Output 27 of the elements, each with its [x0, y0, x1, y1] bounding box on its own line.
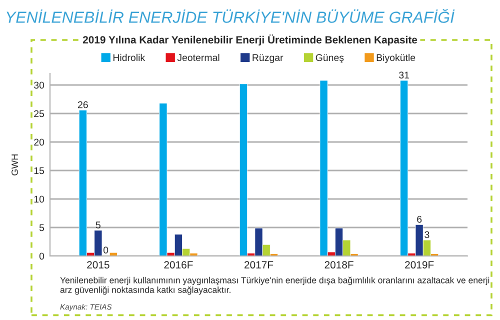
- y-tick-label: 15: [34, 167, 44, 174]
- y-axis-title: GWH: [12, 154, 18, 176]
- y-tick-label: 5: [39, 224, 44, 232]
- data-label: 31: [399, 72, 410, 79]
- data-label: 6: [417, 216, 422, 223]
- y-tick-label: 10: [34, 196, 44, 203]
- chart-subtitle: 2019 Yılına Kadar Yenilenebilir Enerji Üretiminde Beklenen Kapasite: [82, 34, 418, 46]
- data-label: 5: [96, 222, 100, 228]
- x-tick-label: 2016F: [164, 261, 193, 269]
- x-tick-label: 2015: [87, 261, 110, 269]
- data-label: 3: [424, 231, 430, 238]
- y-tick-label: 20: [34, 138, 44, 146]
- chart-title: YENİLENEBİLİR ENERJİDE TÜRKİYE'NİN BÜYÜME GRAFİĞİ: [6, 8, 455, 23]
- legend-label: Jeotermal: [177, 54, 220, 62]
- y-tick-label: 30: [34, 82, 44, 89]
- x-tick-label: 2017F: [244, 261, 274, 269]
- y-tick-label: 0: [39, 252, 44, 260]
- x-tick-label: 2018F: [324, 261, 354, 269]
- data-label: 0: [103, 246, 108, 254]
- legend-label: Hidrolik: [113, 54, 146, 62]
- x-tick-label: 2019F: [405, 261, 434, 269]
- legend-label: Rüzgar: [252, 54, 284, 63]
- legend-label: Güneş: [316, 54, 344, 64]
- y-tick-label: 25: [34, 110, 44, 118]
- text: Yenilenebilir enerji kullanımının yaygınlaşması Türkiye'nin enerjide dışa bağımlılık oranlarını azaltacak ve enerji arz güvenliği noktasında katkı sağlayacaktır.: [60, 276, 490, 295]
- data-label: 26: [78, 101, 88, 108]
- legend-label: Biyokütle: [376, 54, 416, 63]
